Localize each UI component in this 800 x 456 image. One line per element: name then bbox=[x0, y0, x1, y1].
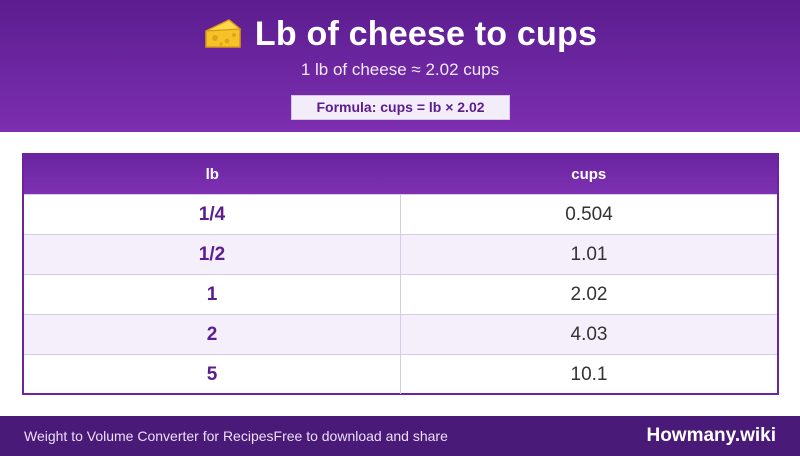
cheese-icon bbox=[203, 17, 243, 51]
cell-lb: 5 bbox=[24, 355, 401, 394]
page-title: Lb of cheese to cups bbox=[254, 14, 598, 53]
page-subtitle: 1 lb of cheese ≈ 2.02 cups bbox=[300, 60, 500, 79]
cell-cups: 0.504 bbox=[565, 203, 613, 225]
column-header-cups: cups bbox=[571, 166, 607, 183]
table-row: 1/2 1.01 bbox=[24, 234, 777, 274]
table-row: 1/4 0.504 bbox=[24, 194, 777, 234]
footer-tagline: Weight to Volume Converter for Recipes bbox=[24, 428, 274, 444]
column-header-lb: lb bbox=[205, 166, 219, 183]
footer-bar: Weight to Volume Converter for Recipes F… bbox=[0, 416, 800, 456]
cell-cups: 2.02 bbox=[570, 283, 608, 305]
brand-logo-text[interactable]: Howmany.wiki bbox=[646, 425, 776, 446]
cell-lb: 1/2 bbox=[24, 235, 401, 274]
formula-badge: Formula: cups = lb × 2.02 bbox=[291, 95, 510, 120]
cell-cups: 4.03 bbox=[570, 323, 608, 345]
conversion-table: lb cups 1/4 0.504 1/2 1.01 1 2.02 2 4.03… bbox=[22, 153, 779, 395]
table-row: 5 10.1 bbox=[24, 354, 777, 394]
table-row: 2 4.03 bbox=[24, 314, 777, 354]
cell-cups: 10.1 bbox=[570, 363, 608, 385]
header-banner: Lb of cheese to cups 1 lb of cheese ≈ 2.… bbox=[0, 0, 800, 132]
cell-cups: 1.01 bbox=[570, 243, 608, 265]
title-row: Lb of cheese to cups bbox=[0, 12, 800, 56]
table-header: lb cups bbox=[24, 155, 777, 194]
cell-lb: 2 bbox=[24, 315, 401, 354]
table-row: 1 2.02 bbox=[24, 274, 777, 314]
cell-lb: 1 bbox=[24, 275, 401, 314]
cell-lb: 1/4 bbox=[24, 195, 401, 234]
footer-share-note: Free to download and share bbox=[273, 428, 448, 444]
